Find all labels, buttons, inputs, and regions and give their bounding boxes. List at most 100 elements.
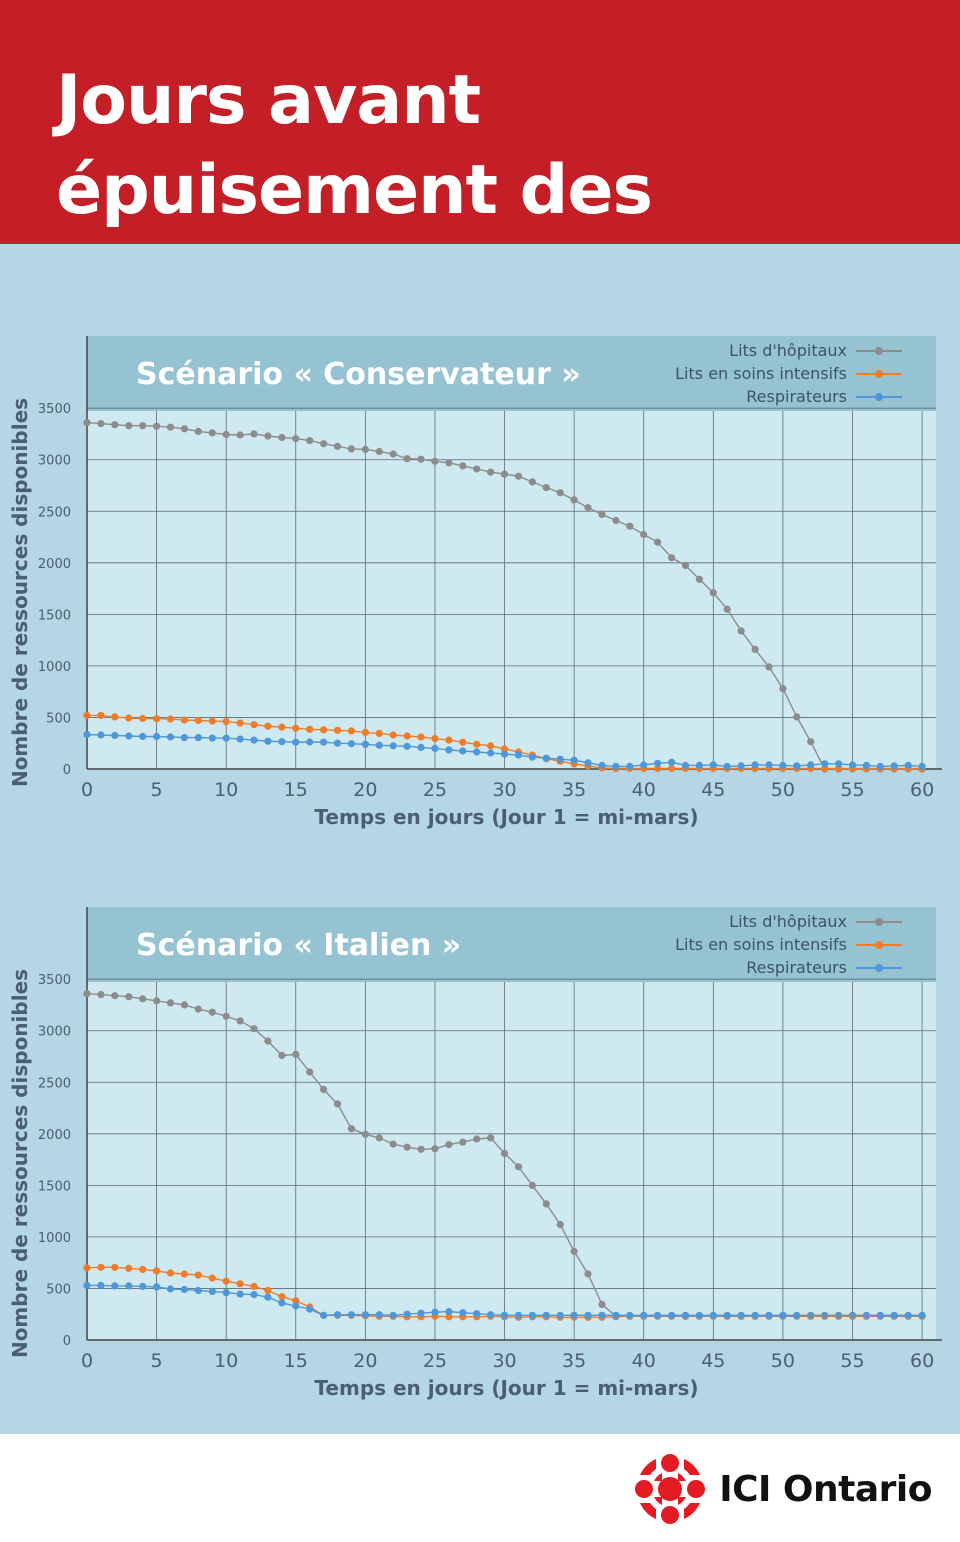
data-point: [528, 753, 537, 761]
data-point: [306, 725, 314, 733]
data-point: [264, 1293, 272, 1301]
data-point: [403, 742, 411, 750]
data-point: [306, 437, 314, 445]
data-point: [194, 1286, 202, 1295]
x-tick-label: 50: [771, 1350, 795, 1372]
data-point: [375, 1311, 383, 1319]
data-point: [250, 1282, 258, 1290]
data-point: [111, 1282, 119, 1290]
data-point: [236, 431, 244, 439]
x-tick-label: 20: [353, 1350, 377, 1372]
data-point: [139, 995, 147, 1003]
data-point: [500, 750, 509, 758]
data-point: [97, 420, 105, 428]
data-point: [194, 1005, 202, 1013]
data-point: [500, 1149, 509, 1157]
data-point: [654, 759, 662, 767]
data-point: [194, 716, 202, 725]
data-point: [654, 1311, 662, 1319]
data-point: [180, 716, 188, 724]
data-point: [292, 724, 300, 732]
charts-area: 0 500 1000 1500 2000 2500 3000 3500 0 5 10 15 20 25 30…: [0, 244, 960, 1434]
x-tick-label: 55: [840, 779, 864, 801]
data-point: [222, 1277, 230, 1285]
data-point: [389, 450, 397, 458]
data-point: [222, 1289, 230, 1297]
data-point: [180, 425, 188, 433]
data-point: [292, 1050, 300, 1058]
data-point: [166, 1285, 175, 1293]
data-point: [793, 713, 801, 721]
data-point: [459, 738, 467, 746]
data-point: [473, 740, 481, 748]
data-point: [918, 1311, 926, 1319]
x-tick-label: 10: [214, 1350, 238, 1372]
data-point: [556, 755, 564, 763]
data-point: [807, 761, 815, 769]
data-point: [723, 1311, 731, 1319]
legend-swatch-marker: [875, 370, 883, 378]
data-point: [487, 1311, 495, 1319]
data-point: [807, 738, 815, 746]
data-point: [153, 1283, 161, 1291]
x-tick-label: 0: [81, 779, 93, 801]
data-point: [236, 1017, 244, 1025]
data-point: [431, 1308, 439, 1316]
data-point: [180, 734, 188, 742]
data-point: [250, 736, 258, 744]
data-point: [668, 758, 676, 766]
data-point: [695, 761, 704, 769]
data-point: [125, 422, 133, 430]
data-point: [347, 727, 355, 735]
x-tick-label: 30: [492, 1350, 516, 1372]
data-point: [153, 1267, 161, 1275]
data-point: [445, 746, 453, 754]
data-point: [292, 435, 300, 443]
data-point: [445, 459, 453, 467]
data-point: [347, 1125, 355, 1133]
x-tick-label: 35: [562, 779, 586, 801]
data-point: [654, 538, 662, 546]
data-point: [487, 742, 495, 750]
legend-swatch-marker: [875, 347, 883, 355]
data-point: [236, 1280, 244, 1288]
legend-swatch-marker: [875, 941, 883, 949]
data-point: [153, 732, 161, 741]
legend-label: Lits d'hôpitaux: [729, 912, 847, 931]
data-point: [612, 1311, 620, 1319]
y-tick-label: 2000: [38, 557, 71, 572]
data-point: [751, 1311, 759, 1319]
data-point: [890, 1311, 898, 1319]
data-point: [445, 1308, 453, 1316]
data-point: [153, 715, 161, 723]
y-tick-label: 1500: [38, 608, 71, 623]
y-tick-label: 500: [46, 711, 71, 726]
y-tick-label: 2500: [38, 505, 71, 520]
data-point: [208, 429, 216, 437]
data-point: [292, 738, 300, 746]
y-tick-label: 2000: [38, 1128, 71, 1143]
data-point: [556, 1311, 564, 1319]
data-point: [431, 457, 439, 465]
data-point: [570, 1247, 578, 1255]
data-point: [361, 445, 369, 453]
data-point: [403, 455, 411, 463]
footer: ICI Ontario: [0, 1434, 960, 1542]
data-point: [612, 762, 620, 770]
data-point: [612, 516, 620, 525]
legend-label: Lits en soins intensifs: [675, 364, 847, 383]
data-point: [598, 510, 606, 518]
data-point: [751, 761, 759, 769]
data-point: [83, 419, 91, 427]
data-point: [208, 1287, 216, 1296]
data-point: [320, 1311, 328, 1319]
data-point: [765, 761, 773, 769]
data-point: [514, 1311, 523, 1319]
data-point: [500, 745, 509, 753]
data-point: [306, 738, 314, 746]
data-point: [514, 472, 523, 480]
data-point: [208, 717, 216, 725]
x-tick-label: 0: [81, 1350, 93, 1372]
data-point: [153, 422, 161, 430]
x-tick-label: 5: [151, 779, 163, 801]
